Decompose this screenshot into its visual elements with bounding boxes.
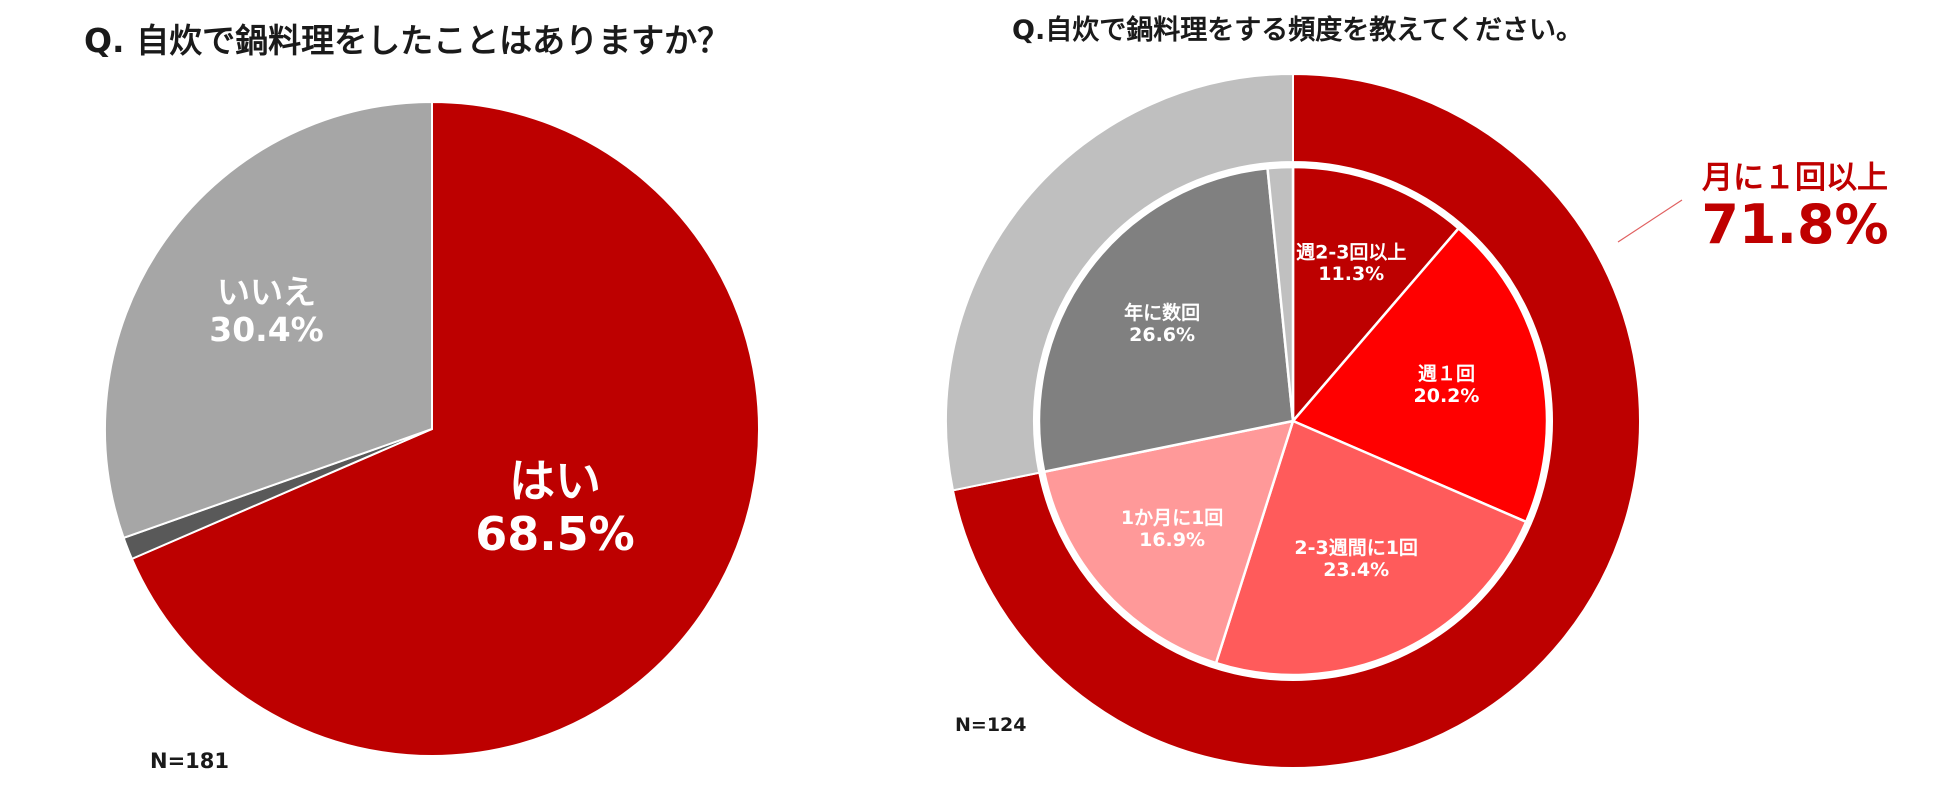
pie-slice-はい-value: 68.5% xyxy=(475,507,635,561)
inner-slice-週2-3回以上 xyxy=(1291,165,1461,425)
inner-slice-年に数回 xyxy=(1037,166,1295,474)
inner-slice-年に数回-label: 年に数回 xyxy=(1124,301,1200,324)
outer-ring-segment-月に１回以上 xyxy=(951,72,1641,769)
inner-slice-1か月に1回 xyxy=(1042,419,1295,665)
inner-slice-other xyxy=(1266,165,1295,422)
inner-slice-1か月に1回-value: 16.9% xyxy=(1139,529,1205,551)
pie-slice-いいえ xyxy=(104,100,433,540)
sample-size-left: N=181 xyxy=(150,749,230,773)
outer-ring-callout-value: 71.8% xyxy=(1701,193,1889,256)
inner-slice-週１回-value: 20.2% xyxy=(1414,385,1480,407)
inner-slice-週2-3回以上-label: 週2-3回以上 xyxy=(1296,241,1406,263)
inner-slice-週１回-label: 週１回 xyxy=(1418,363,1475,385)
callout-leader-line xyxy=(1617,199,1683,243)
inner-slice-2-3週間に1回 xyxy=(1214,419,1528,677)
pie-slice-いいえ-label: いいえ xyxy=(217,272,316,311)
outer-ring-callout-label: 月に１回以上 xyxy=(1702,160,1888,196)
pie-slice-いいえ-value: 30.4% xyxy=(209,310,324,349)
outer-ring-segment-other xyxy=(945,72,1294,492)
inner-slice-1か月に1回-label: 1か月に1回 xyxy=(1121,507,1223,529)
chart-left-title: Q. 自炊で鍋料理をしたことはありますか？ xyxy=(84,21,731,60)
inner-slice-週１回 xyxy=(1290,226,1549,524)
inner-slice-週2-3回以上-value: 11.3% xyxy=(1318,263,1384,285)
inner-slice-2-3週間に1回-value: 23.4% xyxy=(1323,559,1389,581)
inner-slice-年に数回-value: 26.6% xyxy=(1129,324,1195,346)
pie-slice-はい-label: はい xyxy=(509,454,601,508)
pie-slice-はい xyxy=(130,100,760,757)
chart-right-title: Q.自炊で鍋料理をする頻度を教えてください。 xyxy=(1012,15,1584,46)
inner-slice-2-3週間に1回-label: 2-3週間に1回 xyxy=(1294,537,1418,559)
sample-size-right: N=124 xyxy=(955,714,1027,736)
